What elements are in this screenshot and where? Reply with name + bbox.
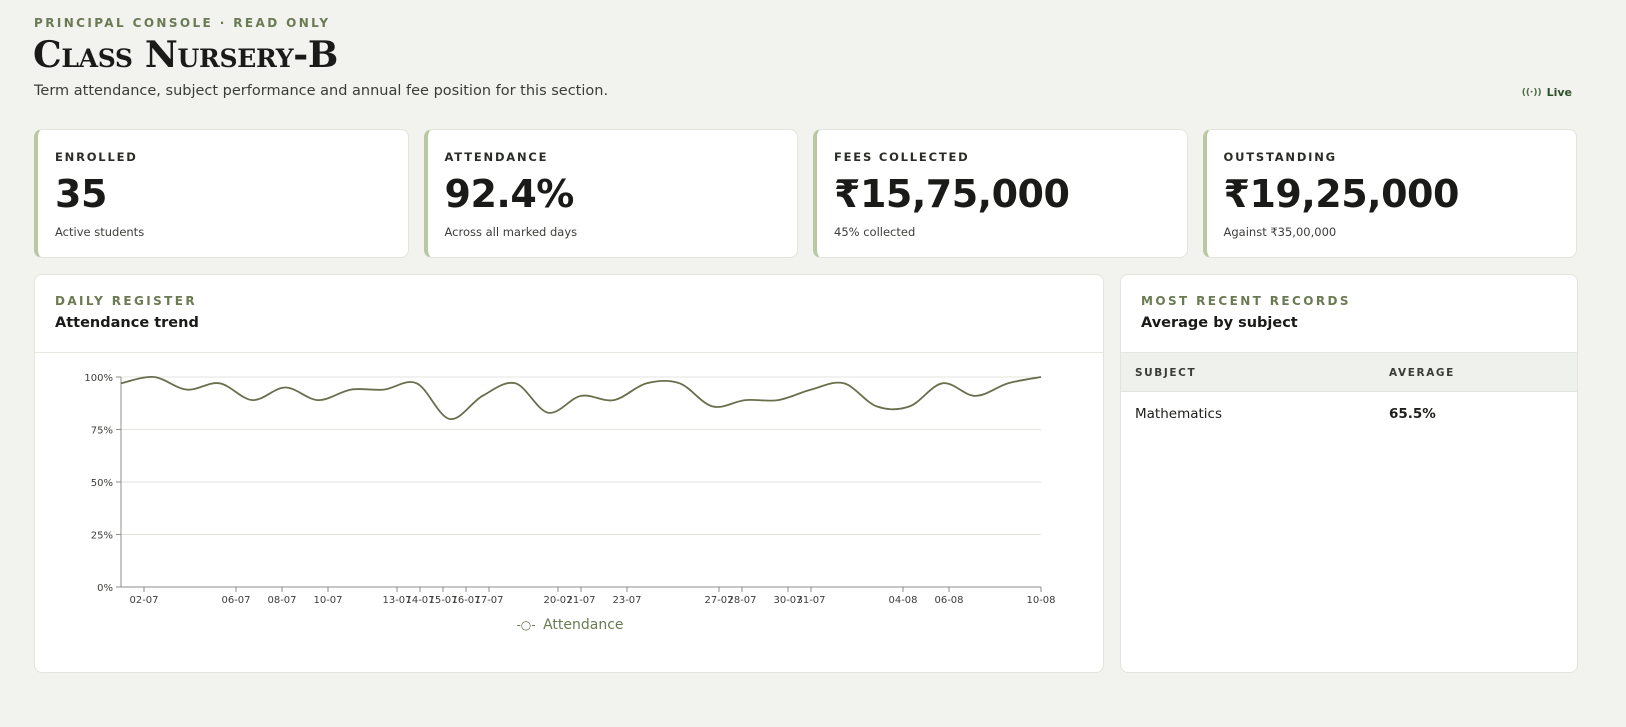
x-tick-label: 31-07: [796, 595, 825, 606]
column-header-subject: SUBJECT: [1135, 367, 1197, 379]
line-marker-icon: -○-: [516, 618, 536, 632]
kpi-card-attendance: ATTENDANCE 92.4% Across all marked days: [423, 129, 798, 258]
broadcast-icon: ((·)): [1521, 87, 1542, 98]
x-tick-label: 20-07: [543, 595, 572, 606]
kpi-label: FEES COLLECTED: [834, 150, 970, 164]
x-tick-label: 02-07: [129, 595, 158, 606]
live-indicator: ((·)) Live: [1522, 86, 1572, 99]
kpi-value: 35: [55, 172, 107, 216]
x-tick-label: 10-08: [1026, 595, 1055, 606]
kpi-label: OUTSTANDING: [1223, 150, 1337, 164]
table-row: Mathematics 65.5%: [1121, 392, 1577, 436]
kpi-value: 92.4%: [444, 172, 575, 216]
console-eyebrow: PRINCIPAL CONSOLE · READ ONLY: [34, 16, 331, 30]
kpi-label: ENROLLED: [55, 150, 138, 164]
x-tick-label: 06-08: [934, 595, 963, 606]
attendance-series-line: [120, 376, 1042, 420]
x-tick-label: 21-07: [566, 595, 595, 606]
page-title: Class Nursery-B: [33, 34, 339, 76]
panel-title: Attendance trend: [55, 315, 199, 331]
live-label: Live: [1546, 86, 1572, 99]
x-tick-label: 16-07: [451, 595, 480, 606]
x-tick-label: 23-07: [612, 595, 641, 606]
kpi-row: ENROLLED 35 Active students ATTENDANCE 9…: [34, 129, 1577, 258]
panel-header: DAILY REGISTER Attendance trend: [35, 275, 1103, 353]
panel-eyebrow: DAILY REGISTER: [55, 294, 197, 308]
subject-cell: Mathematics: [1135, 406, 1222, 422]
kpi-note: Across all marked days: [444, 225, 578, 239]
kpi-note: Against ₹35,00,000: [1223, 225, 1337, 239]
x-tick-label: 14-07: [405, 595, 434, 606]
x-tick-label: 17-07: [474, 595, 503, 606]
x-tick-label: 13-07: [382, 595, 411, 606]
attendance-trend-panel: DAILY REGISTER Attendance trend 0% 25% 50%…: [34, 274, 1104, 673]
kpi-value: ₹15,75,000: [834, 172, 1070, 216]
panel-title: Average by subject: [1141, 315, 1298, 331]
attendance-chart-svg[interactable]: 0% 25% 50% 75% 100% 02-07 06-07 08-07 10-07 13-07…: [35, 353, 1104, 673]
x-tick-label: 27-07: [704, 595, 733, 606]
x-tick-label: 08-07: [267, 595, 296, 606]
average-cell: 65.5%: [1389, 406, 1436, 422]
x-tick-label: 15-07: [428, 595, 457, 606]
panel-header: MOST RECENT RECORDS Average by subject: [1121, 275, 1577, 353]
page-subtitle: Term attendance, subject performance and…: [34, 83, 609, 99]
y-tick-label: 0%: [97, 583, 113, 594]
panel-eyebrow: MOST RECENT RECORDS: [1141, 294, 1351, 308]
attendance-chart[interactable]: 0% 25% 50% 75% 100% 02-07 06-07 08-07 10-07 13-07…: [35, 353, 1104, 673]
kpi-card-fees-collected: FEES COLLECTED ₹15,75,000 45% collected: [813, 129, 1188, 258]
column-header-average: AVERAGE: [1389, 367, 1455, 379]
x-tick-label: 06-07: [221, 595, 250, 606]
y-tick-label: 25%: [91, 531, 113, 542]
y-tick-label: 75%: [91, 426, 113, 437]
chart-legend[interactable]: -○- Attendance: [35, 617, 1103, 633]
x-tick-label: 30-07: [773, 595, 802, 606]
y-tick-label: 50%: [91, 478, 113, 489]
x-tick-label: 10-07: [313, 595, 342, 606]
legend-label: Attendance: [543, 617, 624, 633]
kpi-card-enrolled: ENROLLED 35 Active students: [34, 129, 409, 258]
x-tick-label: 04-08: [888, 595, 917, 606]
kpi-card-outstanding: OUTSTANDING ₹19,25,000 Against ₹35,00,00…: [1202, 129, 1577, 258]
kpi-label: ATTENDANCE: [444, 150, 549, 164]
kpi-note: Active students: [55, 225, 145, 239]
subject-average-panel: MOST RECENT RECORDS Average by subject S…: [1120, 274, 1578, 673]
y-tick-label: 100%: [84, 373, 113, 384]
kpi-value: ₹19,25,000: [1223, 172, 1460, 216]
x-tick-label: 28-07: [727, 595, 756, 606]
kpi-note: 45% collected: [834, 225, 916, 239]
table-header: SUBJECT AVERAGE: [1121, 353, 1577, 392]
